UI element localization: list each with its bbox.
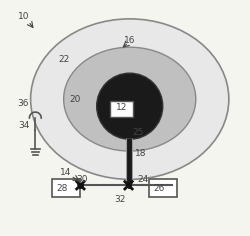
Ellipse shape xyxy=(64,47,196,151)
Circle shape xyxy=(97,73,163,139)
Text: 32: 32 xyxy=(114,195,126,204)
Text: 24: 24 xyxy=(137,175,148,184)
Bar xyxy=(148,179,177,197)
Text: 18: 18 xyxy=(134,149,146,158)
Text: 34: 34 xyxy=(18,121,29,130)
Ellipse shape xyxy=(30,19,229,179)
Text: 30: 30 xyxy=(77,175,88,184)
Text: 20: 20 xyxy=(70,95,81,104)
Bar xyxy=(110,101,133,117)
Text: 28: 28 xyxy=(56,184,68,193)
Bar xyxy=(52,179,80,197)
Text: 14: 14 xyxy=(60,168,72,177)
Text: 12: 12 xyxy=(116,103,127,112)
Text: 25: 25 xyxy=(132,128,144,137)
Text: 36: 36 xyxy=(18,99,29,108)
Text: 26: 26 xyxy=(154,184,165,193)
Text: 22: 22 xyxy=(58,55,69,63)
Text: 16: 16 xyxy=(124,36,136,45)
Text: 10: 10 xyxy=(18,12,29,21)
